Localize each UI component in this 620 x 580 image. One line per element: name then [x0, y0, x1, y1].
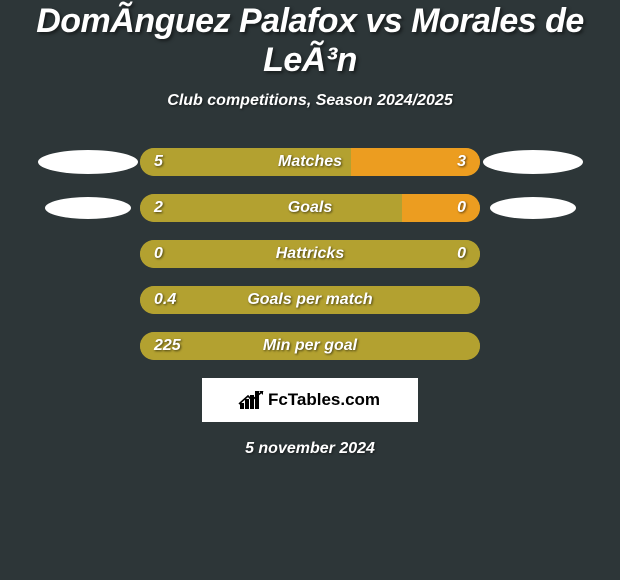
stat-value-left: 0.4 [154, 286, 176, 314]
player-right-icon [480, 150, 585, 174]
stat-value-right: 3 [457, 148, 466, 176]
stat-row: 00Hattricks [0, 240, 620, 268]
player-left-icon [35, 197, 140, 219]
ellipse-icon [45, 197, 131, 219]
bar-left-fill [140, 286, 480, 314]
stat-bar: 0.4Goals per match [140, 286, 480, 314]
bar-left-fill [140, 148, 351, 176]
player-right-icon [480, 197, 585, 219]
stat-row: 20Goals [0, 194, 620, 222]
date-text: 5 november 2024 [0, 440, 620, 458]
bar-left-fill [140, 240, 480, 268]
bar-left-fill [140, 194, 402, 222]
bar-right-fill [402, 194, 480, 222]
ellipse-icon [490, 197, 576, 219]
stat-value-right: 0 [457, 194, 466, 222]
stat-value-left: 225 [154, 332, 181, 360]
stat-value-left: 2 [154, 194, 163, 222]
stat-bar: 225Min per goal [140, 332, 480, 360]
page-title: DomÃ­nguez Palafox vs Morales de LeÃ³n [0, 2, 620, 80]
stat-bar: 20Goals [140, 194, 480, 222]
stat-row: 53Matches [0, 148, 620, 176]
page-subtitle: Club competitions, Season 2024/2025 [0, 92, 620, 110]
bar-left-fill [140, 332, 480, 360]
ellipse-icon [483, 150, 583, 174]
logo-text: FcTables.com [268, 390, 380, 410]
stat-row: 225Min per goal [0, 332, 620, 360]
stat-bar: 00Hattricks [140, 240, 480, 268]
bar-chart-icon [240, 391, 262, 409]
logo-box[interactable]: FcTables.com [202, 378, 418, 422]
stat-value-right: 0 [457, 240, 466, 268]
stat-value-left: 0 [154, 240, 163, 268]
stat-value-left: 5 [154, 148, 163, 176]
stat-bar: 53Matches [140, 148, 480, 176]
widget-container: DomÃ­nguez Palafox vs Morales de LeÃ³n C… [0, 0, 620, 458]
player-left-icon [35, 150, 140, 174]
ellipse-icon [38, 150, 138, 174]
stats-rows: 53Matches20Goals00Hattricks0.4Goals per … [0, 148, 620, 360]
stat-row: 0.4Goals per match [0, 286, 620, 314]
